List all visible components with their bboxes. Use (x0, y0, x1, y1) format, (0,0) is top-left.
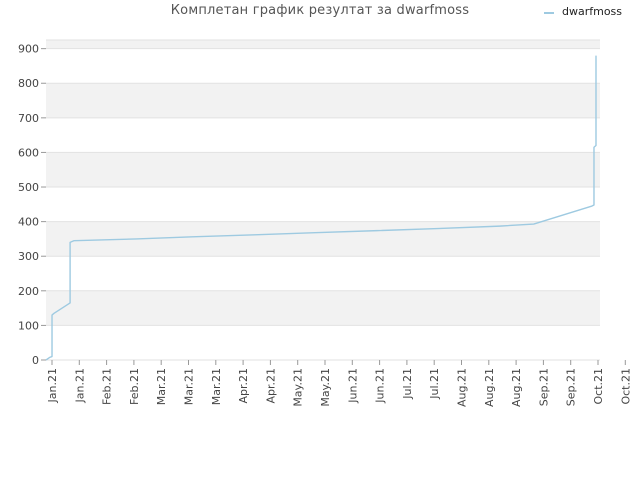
grid-band (46, 152, 600, 188)
chart-title: Комплетан график резултат за dwarfmoss (170, 3, 470, 18)
y-tick-label: 700 (18, 112, 39, 125)
x-tick-label: Jul.21 (428, 368, 441, 400)
y-tick-label: 800 (18, 77, 39, 90)
y-tick-label: 100 (18, 319, 39, 332)
y-tick-label: 900 (18, 43, 39, 56)
x-tick-label: May.21 (292, 368, 305, 407)
x-tick-label: Jun.21 (346, 368, 359, 404)
grid-band (46, 83, 600, 118)
grid-bands (46, 40, 600, 360)
grid-band (46, 290, 600, 326)
y-tick-label: 300 (18, 250, 39, 263)
grid-lines (41, 39, 626, 365)
x-tick-label: Oct.21 (592, 368, 605, 405)
x-tick-label: Aug.21 (456, 368, 469, 407)
x-tick-label: Mar.21 (183, 368, 196, 405)
y-tick-label: 0 (32, 354, 39, 367)
legend-label: dwarfmoss (562, 5, 623, 18)
y-tick-label: 400 (18, 216, 39, 229)
x-tick-label: Sep.21 (537, 368, 550, 406)
x-tick-label: Jul.21 (401, 368, 414, 400)
series-layer (45, 55, 597, 361)
x-axis-ticks: Jan.21 Jan.21 Feb.21 Feb.21 Mar.21 Mar.21 Mar.… (46, 368, 632, 407)
legend-swatch (544, 11, 554, 14)
x-tick-label: May.21 (319, 368, 332, 407)
x-tick-label: Mar.21 (210, 368, 223, 405)
x-tick-label: Jan.21 (73, 368, 86, 403)
x-tick-label: Jan.21 (46, 368, 59, 403)
grid-band (46, 40, 600, 49)
x-tick-label: Feb.21 (128, 368, 141, 405)
x-tick-label: Apr.21 (237, 368, 250, 404)
x-tick-label: Sep.21 (565, 368, 578, 406)
x-tick-label: Feb.21 (101, 368, 114, 405)
y-tick-label: 600 (18, 146, 39, 159)
series-line-dwarfmoss (45, 55, 597, 361)
legend: dwarfmoss (544, 5, 622, 18)
y-axis-ticks: 0 100 200 300 400 500 600 700 800 900 (18, 43, 39, 367)
y-tick-label: 500 (18, 181, 39, 194)
x-tick-label: Mar.21 (155, 368, 168, 405)
x-tick-label: Apr.21 (264, 368, 277, 404)
x-tick-label: Aug.21 (483, 368, 496, 407)
x-tick-label: Jun.21 (374, 368, 387, 404)
y-tick-label: 200 (18, 285, 39, 298)
x-tick-label: Aug.21 (510, 368, 523, 407)
x-tick-label: Oct.21 (619, 368, 632, 405)
